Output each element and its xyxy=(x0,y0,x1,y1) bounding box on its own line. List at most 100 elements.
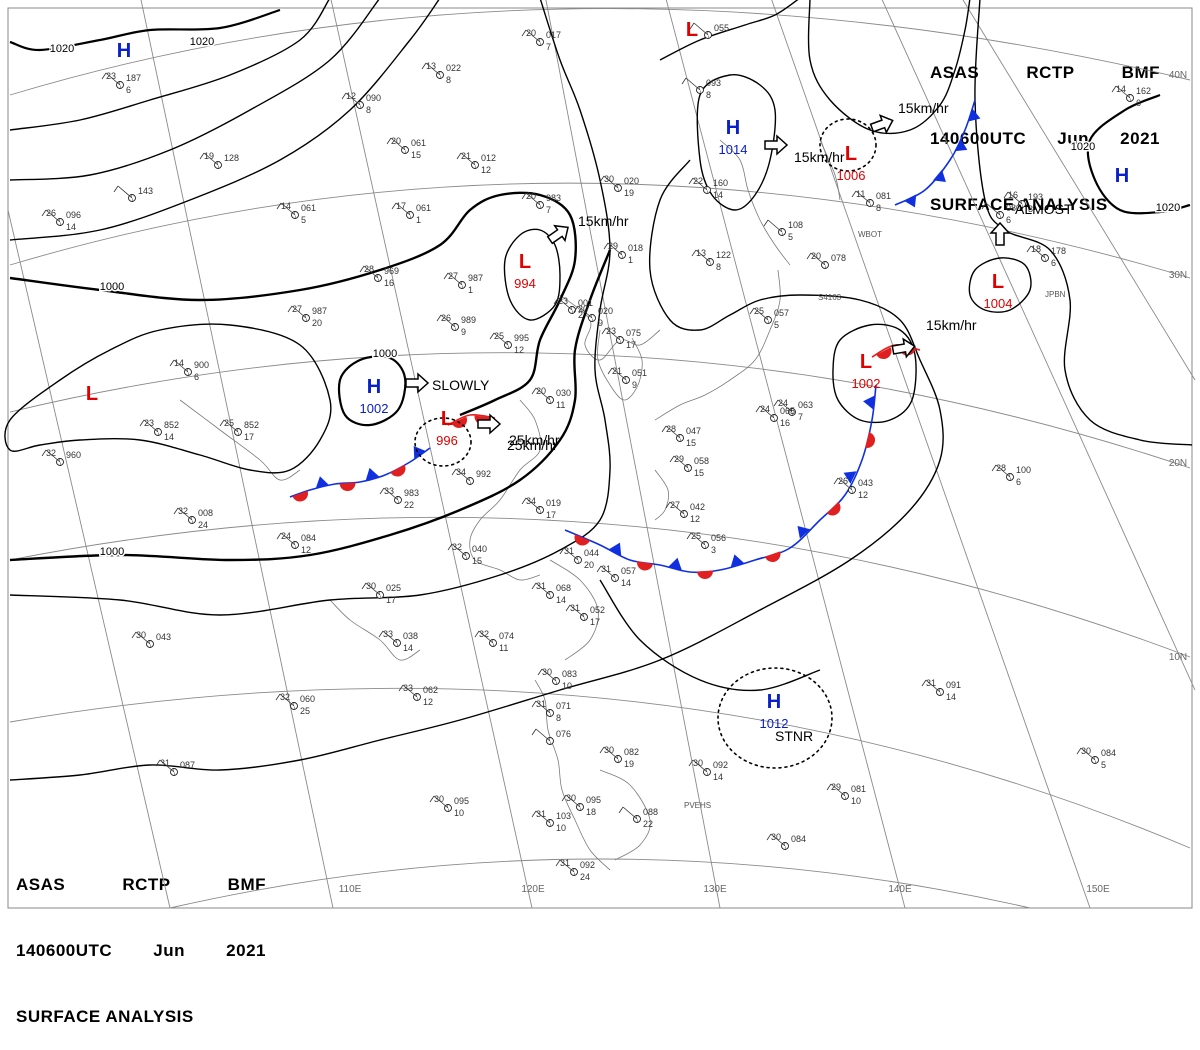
station-temp: 18 xyxy=(1031,244,1041,254)
isobar xyxy=(599,579,821,692)
footer-station: RCTP xyxy=(122,875,171,894)
wind-barb-feather-icon xyxy=(1003,191,1009,199)
footer-title: SURFACE ANALYSIS xyxy=(16,1007,194,1026)
low-center-symbol: L xyxy=(860,351,872,373)
wind-barb-icon xyxy=(1115,85,1131,99)
station-pressure: 084 xyxy=(1101,748,1116,758)
wind-barb-icon xyxy=(382,630,398,644)
arrow-shape xyxy=(546,224,569,245)
station-plot: 30 082 19 xyxy=(599,745,639,769)
wind-barb-icon xyxy=(117,185,133,199)
longitude-label: 110E xyxy=(339,884,362,895)
wind-barb-icon xyxy=(837,477,853,491)
isobar xyxy=(807,0,971,135)
isobar xyxy=(9,0,380,181)
station-plot: 29 081 10 xyxy=(826,782,866,806)
wind-barb-icon xyxy=(535,728,551,742)
station-temp: 30 xyxy=(434,794,444,804)
wind-barb-icon xyxy=(291,305,307,319)
center-pressure-value: 996 xyxy=(436,433,458,448)
station-plot: 31 087 xyxy=(155,758,195,776)
isobar xyxy=(9,249,612,562)
wind-barb-feather-icon xyxy=(531,582,537,590)
coastline xyxy=(329,599,421,661)
station-plot: 28 969 16 xyxy=(359,264,399,288)
cold-front-symbol xyxy=(365,467,380,481)
axis-labels: 40N 30N 20N 10N 110E 120E 130E 140E 150E xyxy=(339,70,1187,895)
station-pressure-change: 11 xyxy=(499,643,508,653)
station-pressure: 087 xyxy=(180,760,195,770)
station-pressure-change: 3 xyxy=(711,545,716,555)
wind-barb-feather-icon xyxy=(599,746,605,754)
station-plot: 19 128 xyxy=(199,151,239,169)
motion-label: 15km/hr xyxy=(898,100,949,116)
cold-front-symbol xyxy=(954,138,968,152)
wind-barb-feather-icon xyxy=(981,202,987,210)
station-pressure-change: 9 xyxy=(632,380,637,390)
station-plot: 31 091 14 xyxy=(921,678,961,702)
station-pressure-change: 15 xyxy=(472,556,482,566)
station-pressure: 852 xyxy=(164,420,179,430)
station-temp: 26 xyxy=(441,313,451,323)
station-pressure-change: 7 xyxy=(546,205,551,215)
station-temp: 20 xyxy=(578,304,588,314)
station-pressure: 060 xyxy=(300,694,315,704)
wind-barb-feather-icon xyxy=(41,449,47,457)
station-pressure-change: 10 xyxy=(556,823,566,833)
wind-barb-icon xyxy=(669,501,685,515)
wind-barb-icon xyxy=(753,307,769,321)
isobar xyxy=(9,8,281,52)
motion-label: 15km/hr xyxy=(926,317,977,333)
cold-front-symbol xyxy=(967,108,981,122)
wind-barb-feather-icon xyxy=(443,272,449,280)
low-center-symbol: L xyxy=(519,251,531,273)
station-id: WBOT xyxy=(858,230,882,239)
station-id: S4163 xyxy=(818,293,842,302)
isobar xyxy=(4,323,332,474)
station-plot: 25 057 5 xyxy=(749,306,789,330)
low-center-symbol: L xyxy=(441,408,453,430)
fronts xyxy=(289,99,981,579)
header-station: RCTP xyxy=(1026,63,1075,82)
longitude-label: 140E xyxy=(888,884,912,895)
station-plot: 27 987 1 xyxy=(443,271,483,295)
wind-barb-feather-icon xyxy=(436,314,442,322)
wind-barb-icon xyxy=(693,22,709,36)
station-temp: 33 xyxy=(384,486,394,496)
wind-barb-feather-icon xyxy=(276,202,282,210)
wind-barb-icon xyxy=(767,219,783,233)
motion-label: STNR xyxy=(775,728,813,744)
station-pressure: 143 xyxy=(138,186,153,196)
header-year: 2021 xyxy=(1120,129,1160,148)
wind-barb-icon xyxy=(390,137,406,151)
station-temp: 31 xyxy=(160,758,170,768)
station-plot: 33 038 14 xyxy=(378,629,418,653)
parallel-line xyxy=(9,687,1191,849)
station-temp: 24 xyxy=(760,404,770,414)
wind-barb-feather-icon xyxy=(521,192,527,200)
station-pressure: 025 xyxy=(386,583,401,593)
meridian-line xyxy=(545,0,721,909)
longitude-label: 150E xyxy=(1086,884,1110,895)
meridian-line xyxy=(330,0,533,909)
warm-front-symbol xyxy=(637,561,653,571)
wind-barb-icon xyxy=(995,464,1011,478)
low-center-symbol: L xyxy=(686,19,698,41)
meridian-line xyxy=(881,0,1196,691)
isobar xyxy=(9,159,944,781)
cold-front-symbol xyxy=(730,554,745,567)
high-center-symbol: H xyxy=(726,117,740,139)
latitude-label: 40N xyxy=(1169,70,1187,81)
wind-barb-icon xyxy=(135,631,151,645)
wind-barb-feather-icon xyxy=(749,307,755,315)
wind-barb-icon xyxy=(607,242,623,256)
wind-barb-feather-icon xyxy=(341,92,347,100)
wind-barb-icon xyxy=(223,419,239,433)
wind-barb-feather-icon xyxy=(474,630,480,638)
station-pressure: 074 xyxy=(499,631,514,641)
station-temp: 30 xyxy=(542,667,552,677)
wind-barb-feather-icon xyxy=(155,759,161,767)
wind-barb-feather-icon xyxy=(139,419,145,427)
station-plot: 27 987 20 xyxy=(287,304,327,328)
